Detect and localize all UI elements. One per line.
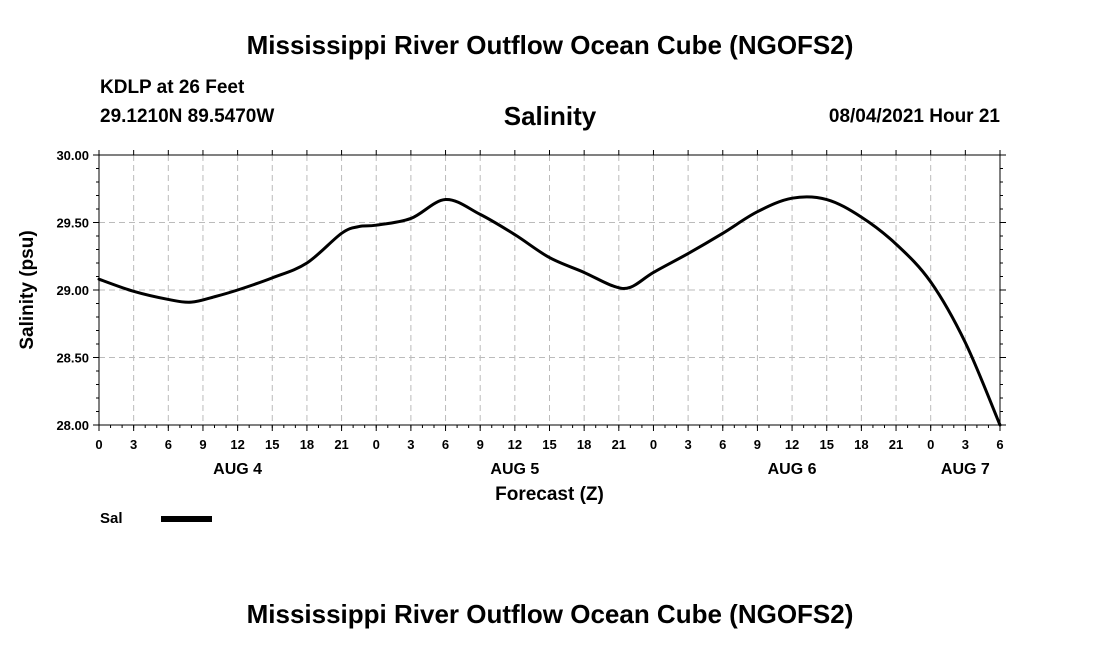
footer-title: Mississippi River Outflow Ocean Cube (NG… <box>246 599 854 629</box>
x-tick-label: 3 <box>130 437 137 452</box>
x-tick-label: 6 <box>442 437 449 452</box>
x-tick-label: 21 <box>334 437 348 452</box>
x-tick-label: 15 <box>542 437 556 452</box>
x-tick-label: 15 <box>265 437 279 452</box>
x-tick-label: 21 <box>889 437 903 452</box>
day-labels: AUG 4 AUG 5 AUG 6 AUG 7 <box>213 461 990 478</box>
coordinates-label: 29.1210N 89.5470W <box>100 106 275 127</box>
forecast-datetime: 08/04/2021 Hour 21 <box>828 106 1000 127</box>
x-tick-label: 12 <box>508 437 522 452</box>
x-tick-label: 3 <box>962 437 969 452</box>
day-label: AUG 4 <box>213 461 262 478</box>
y-tick-label: 30.00 <box>56 148 89 163</box>
x-tick-labels: 0 3 6 9 12 15 18 21 0 3 6 9 12 15 18 21 0 3 6 9 12 15 18 21 0 3 6 <box>95 437 1003 452</box>
x-tick-label: 3 <box>407 437 414 452</box>
x-tick-label: 18 <box>300 437 314 452</box>
x-tick-label: 6 <box>719 437 726 452</box>
y-tick-label: 29.50 <box>56 216 89 231</box>
x-tick-label: 0 <box>95 437 102 452</box>
y-tick-label: 28.50 <box>56 351 89 366</box>
plot-frame <box>98 154 1001 426</box>
x-tick-label: 0 <box>927 437 934 452</box>
x-tick-label: 12 <box>230 437 244 452</box>
y-axis-label: Salinity (psu) <box>17 230 38 349</box>
x-tick-label: 6 <box>165 437 172 452</box>
legend-label: Sal <box>100 510 123 527</box>
chart-title: Salinity <box>503 101 597 131</box>
page-title: Mississippi River Outflow Ocean Cube (NG… <box>246 30 854 60</box>
y-tick-label: 28.00 <box>56 418 89 433</box>
x-tick-label: 12 <box>785 437 799 452</box>
series-layer <box>97 195 1002 427</box>
day-label: AUG 5 <box>490 461 539 478</box>
x-axis-label: Forecast (Z) <box>495 484 604 505</box>
x-tick-label: 18 <box>854 437 868 452</box>
x-tick-label: 9 <box>754 437 761 452</box>
day-label: AUG 7 <box>941 461 990 478</box>
y-tick-label: 29.00 <box>56 283 89 298</box>
day-label: AUG 6 <box>768 461 817 478</box>
x-tick-label: 3 <box>684 437 691 452</box>
x-tick-label: 15 <box>819 437 833 452</box>
axis-ticks <box>93 150 1006 431</box>
series-line-sal <box>97 195 1002 427</box>
y-tick-labels: 28.00 28.50 29.00 29.50 30.00 <box>56 148 89 433</box>
x-tick-label: 18 <box>577 437 591 452</box>
x-tick-label: 9 <box>199 437 206 452</box>
x-tick-label: 0 <box>650 437 657 452</box>
station-label: KDLP at 26 Feet <box>100 77 245 98</box>
x-tick-label: 21 <box>612 437 626 452</box>
legend-swatch <box>161 516 212 522</box>
x-tick-label: 9 <box>477 437 484 452</box>
x-tick-label: 6 <box>996 437 1003 452</box>
x-tick-label: 0 <box>373 437 380 452</box>
grid-lines <box>99 155 1000 425</box>
